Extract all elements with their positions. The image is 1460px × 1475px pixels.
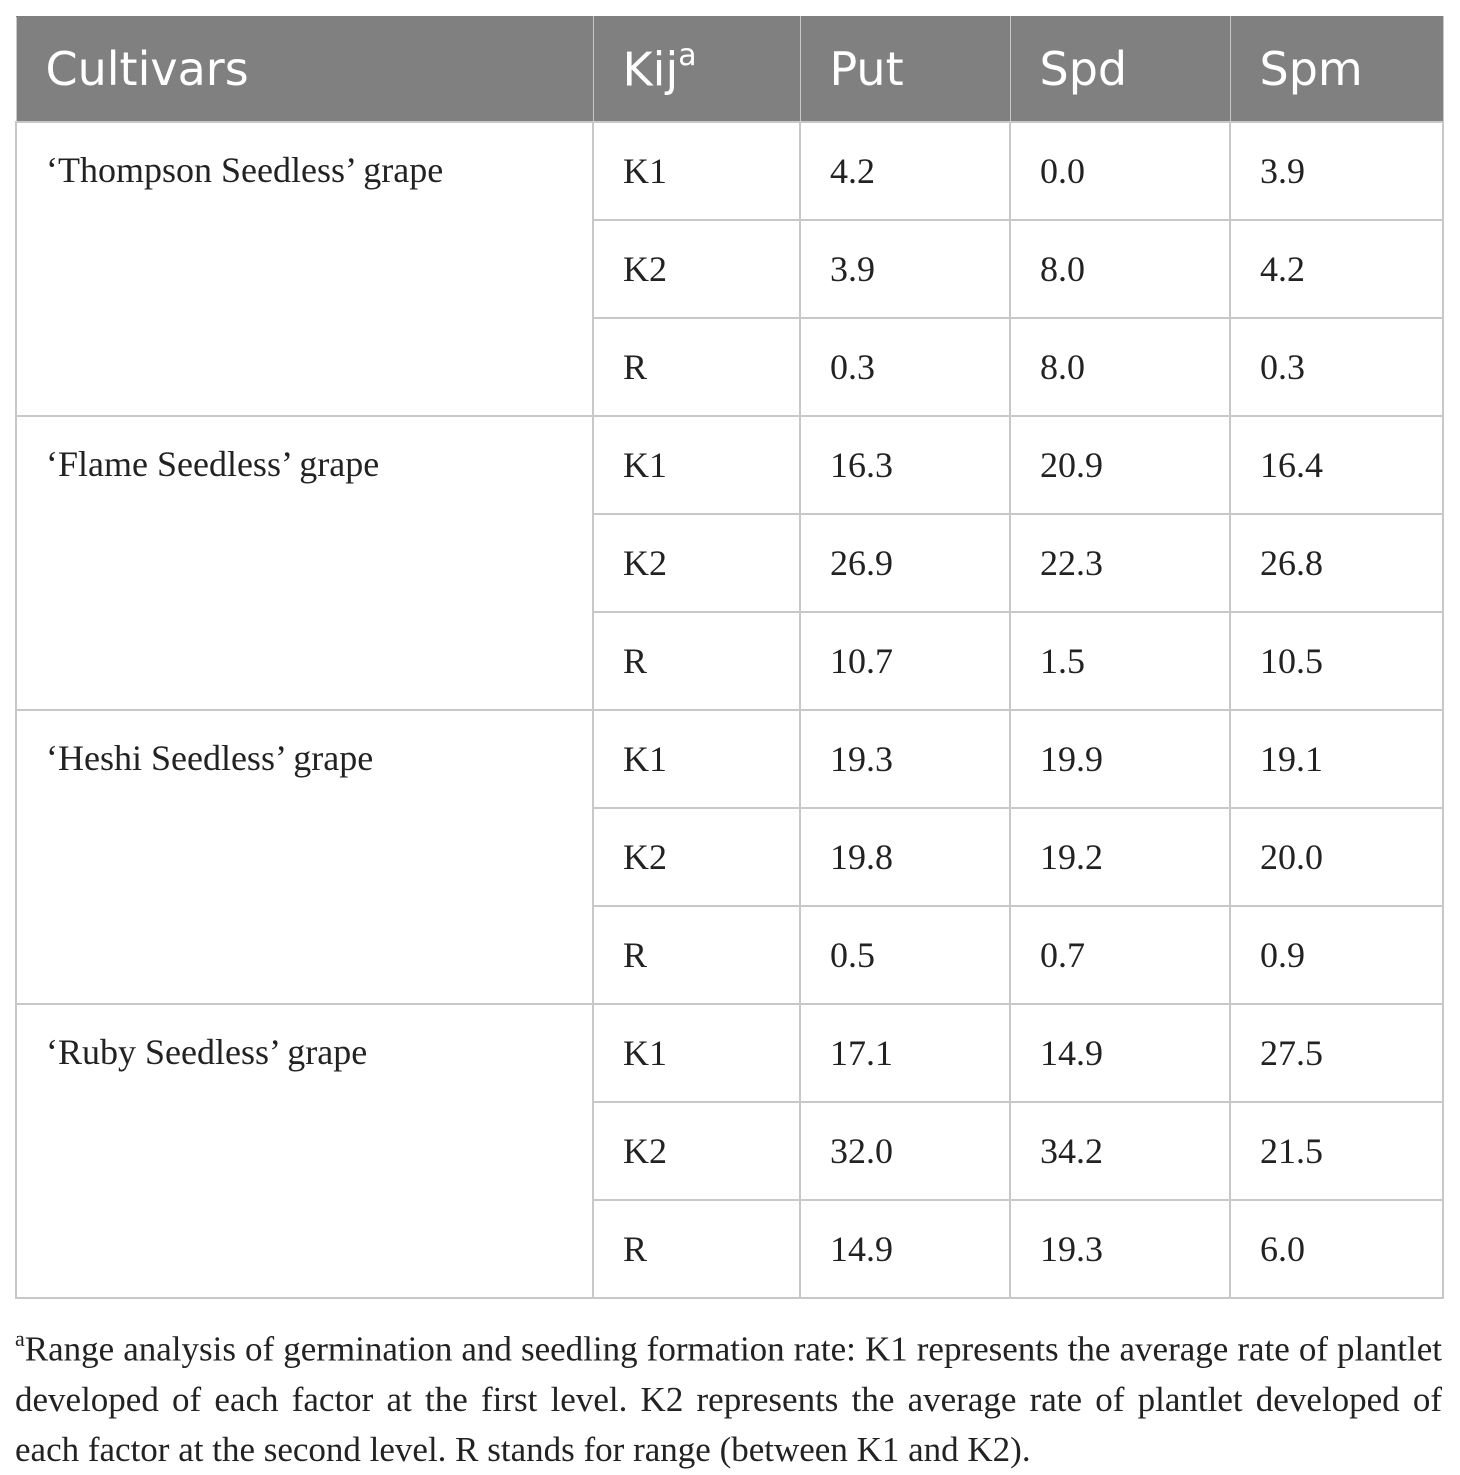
table-row: ‘Ruby Seedless’ grape K1 17.1 14.9 27.5 xyxy=(16,1004,1443,1102)
put-cell: 4.2 xyxy=(800,122,1010,220)
put-cell: 19.8 xyxy=(800,808,1010,906)
put-cell: 14.9 xyxy=(800,1200,1010,1298)
put-cell: 3.9 xyxy=(800,220,1010,318)
put-cell: 19.3 xyxy=(800,710,1010,808)
spd-cell: 8.0 xyxy=(1010,318,1230,416)
spm-cell: 0.9 xyxy=(1230,906,1443,1004)
spm-cell: 20.0 xyxy=(1230,808,1443,906)
table-row: ‘Thompson Seedless’ grape K1 4.2 0.0 3.9 xyxy=(16,122,1443,220)
kij-cell: K1 xyxy=(593,1004,800,1102)
spd-cell: 14.9 xyxy=(1010,1004,1230,1102)
header-row: Cultivars Kija Put Spd Spm xyxy=(16,17,1443,122)
table-body: ‘Thompson Seedless’ grape K1 4.2 0.0 3.9… xyxy=(16,122,1443,1298)
cultivar-cell: ‘Thompson Seedless’ grape xyxy=(16,122,593,416)
table-row: ‘Heshi Seedless’ grape K1 19.3 19.9 19.1 xyxy=(16,710,1443,808)
spd-cell: 0.7 xyxy=(1010,906,1230,1004)
range-analysis-table: Cultivars Kija Put Spd Spm ‘Thompson See… xyxy=(15,16,1444,1299)
spm-cell: 26.8 xyxy=(1230,514,1443,612)
kij-cell: R xyxy=(593,612,800,710)
header-cultivars-label: Cultivars xyxy=(46,42,249,96)
put-cell: 10.7 xyxy=(800,612,1010,710)
spd-cell: 19.3 xyxy=(1010,1200,1230,1298)
spd-cell: 8.0 xyxy=(1010,220,1230,318)
spd-cell: 1.5 xyxy=(1010,612,1230,710)
kij-cell: K2 xyxy=(593,220,800,318)
table-header: Cultivars Kija Put Spd Spm xyxy=(16,17,1443,122)
spd-cell: 22.3 xyxy=(1010,514,1230,612)
spd-cell: 19.9 xyxy=(1010,710,1230,808)
header-spm-label: Spm xyxy=(1260,42,1363,96)
spm-cell: 4.2 xyxy=(1230,220,1443,318)
table-row: ‘Flame Seedless’ grape K1 16.3 20.9 16.4 xyxy=(16,416,1443,514)
header-put-label: Put xyxy=(830,42,904,96)
cultivar-cell: ‘Heshi Seedless’ grape xyxy=(16,710,593,1004)
spm-cell: 27.5 xyxy=(1230,1004,1443,1102)
spd-cell: 0.0 xyxy=(1010,122,1230,220)
put-cell: 32.0 xyxy=(800,1102,1010,1200)
spd-cell: 20.9 xyxy=(1010,416,1230,514)
kij-cell: K1 xyxy=(593,122,800,220)
header-spd-label: Spd xyxy=(1040,42,1128,96)
header-kij-footnote-marker: a xyxy=(678,38,696,73)
header-spm: Spm xyxy=(1230,17,1443,122)
cultivar-cell: ‘Flame Seedless’ grape xyxy=(16,416,593,710)
kij-cell: K2 xyxy=(593,1102,800,1200)
kij-cell: R xyxy=(593,1200,800,1298)
spm-cell: 6.0 xyxy=(1230,1200,1443,1298)
kij-cell: R xyxy=(593,318,800,416)
cultivar-cell: ‘Ruby Seedless’ grape xyxy=(16,1004,593,1298)
spd-cell: 34.2 xyxy=(1010,1102,1230,1200)
header-kij: Kija xyxy=(593,17,800,122)
footnote-marker: a xyxy=(15,1326,25,1351)
spd-cell: 19.2 xyxy=(1010,808,1230,906)
spm-cell: 0.3 xyxy=(1230,318,1443,416)
kij-cell: R xyxy=(593,906,800,1004)
spm-cell: 19.1 xyxy=(1230,710,1443,808)
kij-cell: K2 xyxy=(593,514,800,612)
put-cell: 26.9 xyxy=(800,514,1010,612)
kij-cell: K2 xyxy=(593,808,800,906)
put-cell: 16.3 xyxy=(800,416,1010,514)
kij-cell: K1 xyxy=(593,416,800,514)
put-cell: 17.1 xyxy=(800,1004,1010,1102)
footnote-text: Range analysis of germination and seedli… xyxy=(15,1330,1442,1469)
spm-cell: 3.9 xyxy=(1230,122,1443,220)
table-footnote: aRange analysis of germination and seedl… xyxy=(15,1316,1442,1475)
spm-cell: 16.4 xyxy=(1230,416,1443,514)
header-cultivars: Cultivars xyxy=(16,17,593,122)
kij-cell: K1 xyxy=(593,710,800,808)
put-cell: 0.3 xyxy=(800,318,1010,416)
header-kij-label: Kij xyxy=(623,42,679,96)
put-cell: 0.5 xyxy=(800,906,1010,1004)
header-put: Put xyxy=(800,17,1010,122)
spm-cell: 10.5 xyxy=(1230,612,1443,710)
spm-cell: 21.5 xyxy=(1230,1102,1443,1200)
header-spd: Spd xyxy=(1010,17,1230,122)
range-analysis-table-container: Cultivars Kija Put Spd Spm ‘Thompson See… xyxy=(15,16,1442,1299)
